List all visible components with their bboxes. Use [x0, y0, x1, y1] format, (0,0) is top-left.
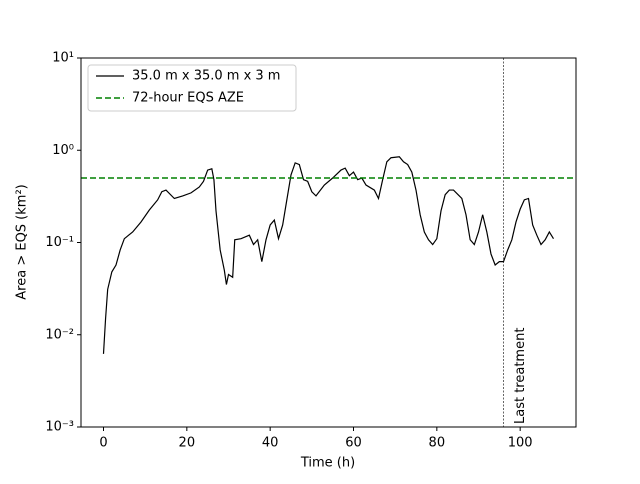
y-tick-label: 10⁻² [45, 327, 74, 342]
x-tick-label: 100 [508, 436, 533, 451]
x-tick-label: 60 [345, 436, 362, 451]
y-tick-label: 10⁻¹ [45, 235, 74, 250]
x-axis-label: Time (h) [300, 456, 355, 471]
legend-label: 72-hour EQS AZE [132, 91, 244, 106]
legend-box [87, 64, 297, 112]
x-tick-label: 80 [429, 436, 446, 451]
y-axis-label: Area > EQS (km²) [15, 184, 30, 299]
x-tick-label: 0 [99, 436, 107, 451]
data-line [102, 156, 555, 354]
x-tick-label: 20 [179, 436, 196, 451]
x-tick-label: 40 [262, 436, 279, 451]
y-tick-label: 10⁰ [52, 143, 74, 158]
legend-label: 35.0 m x 35.0 m x 3 m [132, 69, 280, 84]
y-tick-label: 10¹ [52, 51, 74, 66]
event-label: Last treatment [513, 328, 528, 424]
y-tick-label: 10⁻³ [45, 420, 74, 435]
plot-frame [80, 57, 577, 428]
